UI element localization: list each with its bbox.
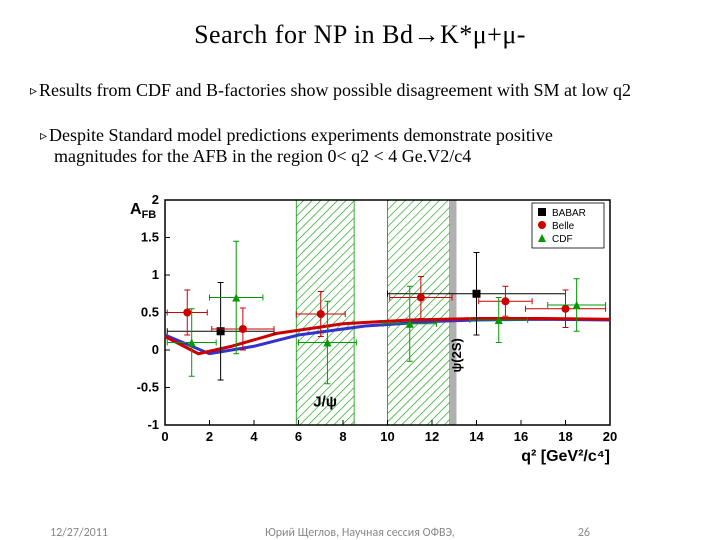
svg-text:4: 4: [250, 429, 258, 444]
svg-text:0: 0: [152, 342, 159, 357]
bullet-2b-text: magnitudes for the AFB in the region 0< …: [54, 146, 471, 166]
svg-text:-0.5: -0.5: [137, 380, 159, 395]
svg-text:0.5: 0.5: [141, 305, 159, 320]
svg-text:-1: -1: [147, 417, 159, 432]
svg-text:0: 0: [161, 429, 168, 444]
bullet-2a-text: Despite Standard model predictions exper…: [49, 125, 553, 145]
page-title: Search for NP in Bd→K*μ+μ-: [0, 20, 720, 50]
svg-text:BABAR: BABAR: [552, 208, 586, 219]
triangle-icon: ▹: [40, 129, 47, 144]
svg-text:Belle: Belle: [552, 221, 575, 232]
svg-text:16: 16: [514, 429, 528, 444]
bullet-1-text: Results from CDF and B-factories show po…: [39, 80, 631, 100]
footer-center: Юрий Щеглов, Научная сессия ОФВЭ,ПИЯФ, Д…: [0, 526, 720, 540]
triangle-icon: ▹: [30, 84, 37, 99]
svg-text:12: 12: [425, 429, 439, 444]
svg-text:1.5: 1.5: [141, 230, 159, 245]
bullet-2: ▹Despite Standard model predictions expe…: [40, 125, 553, 167]
svg-text:1: 1: [152, 267, 159, 282]
svg-text:8: 8: [339, 429, 346, 444]
svg-text:2: 2: [152, 192, 159, 207]
svg-text:20: 20: [603, 429, 617, 444]
bullet-1: ▹Results from CDF and B-factories show p…: [30, 80, 631, 101]
svg-text:18: 18: [558, 429, 572, 444]
svg-text:10: 10: [380, 429, 394, 444]
afb-chart: 02468101214161820-1-0.500.511.52AFBq² [G…: [110, 190, 620, 470]
svg-text:6: 6: [295, 429, 302, 444]
svg-text:14: 14: [469, 429, 484, 444]
svg-text:CDF: CDF: [552, 234, 573, 245]
footer-page: 26: [578, 526, 590, 540]
svg-text:2: 2: [206, 429, 213, 444]
svg-text:q² [GeV²/c⁴]: q² [GeV²/c⁴]: [521, 448, 610, 465]
svg-text:J/ψ: J/ψ: [313, 393, 337, 410]
svg-text:ψ(2S): ψ(2S): [449, 338, 464, 372]
